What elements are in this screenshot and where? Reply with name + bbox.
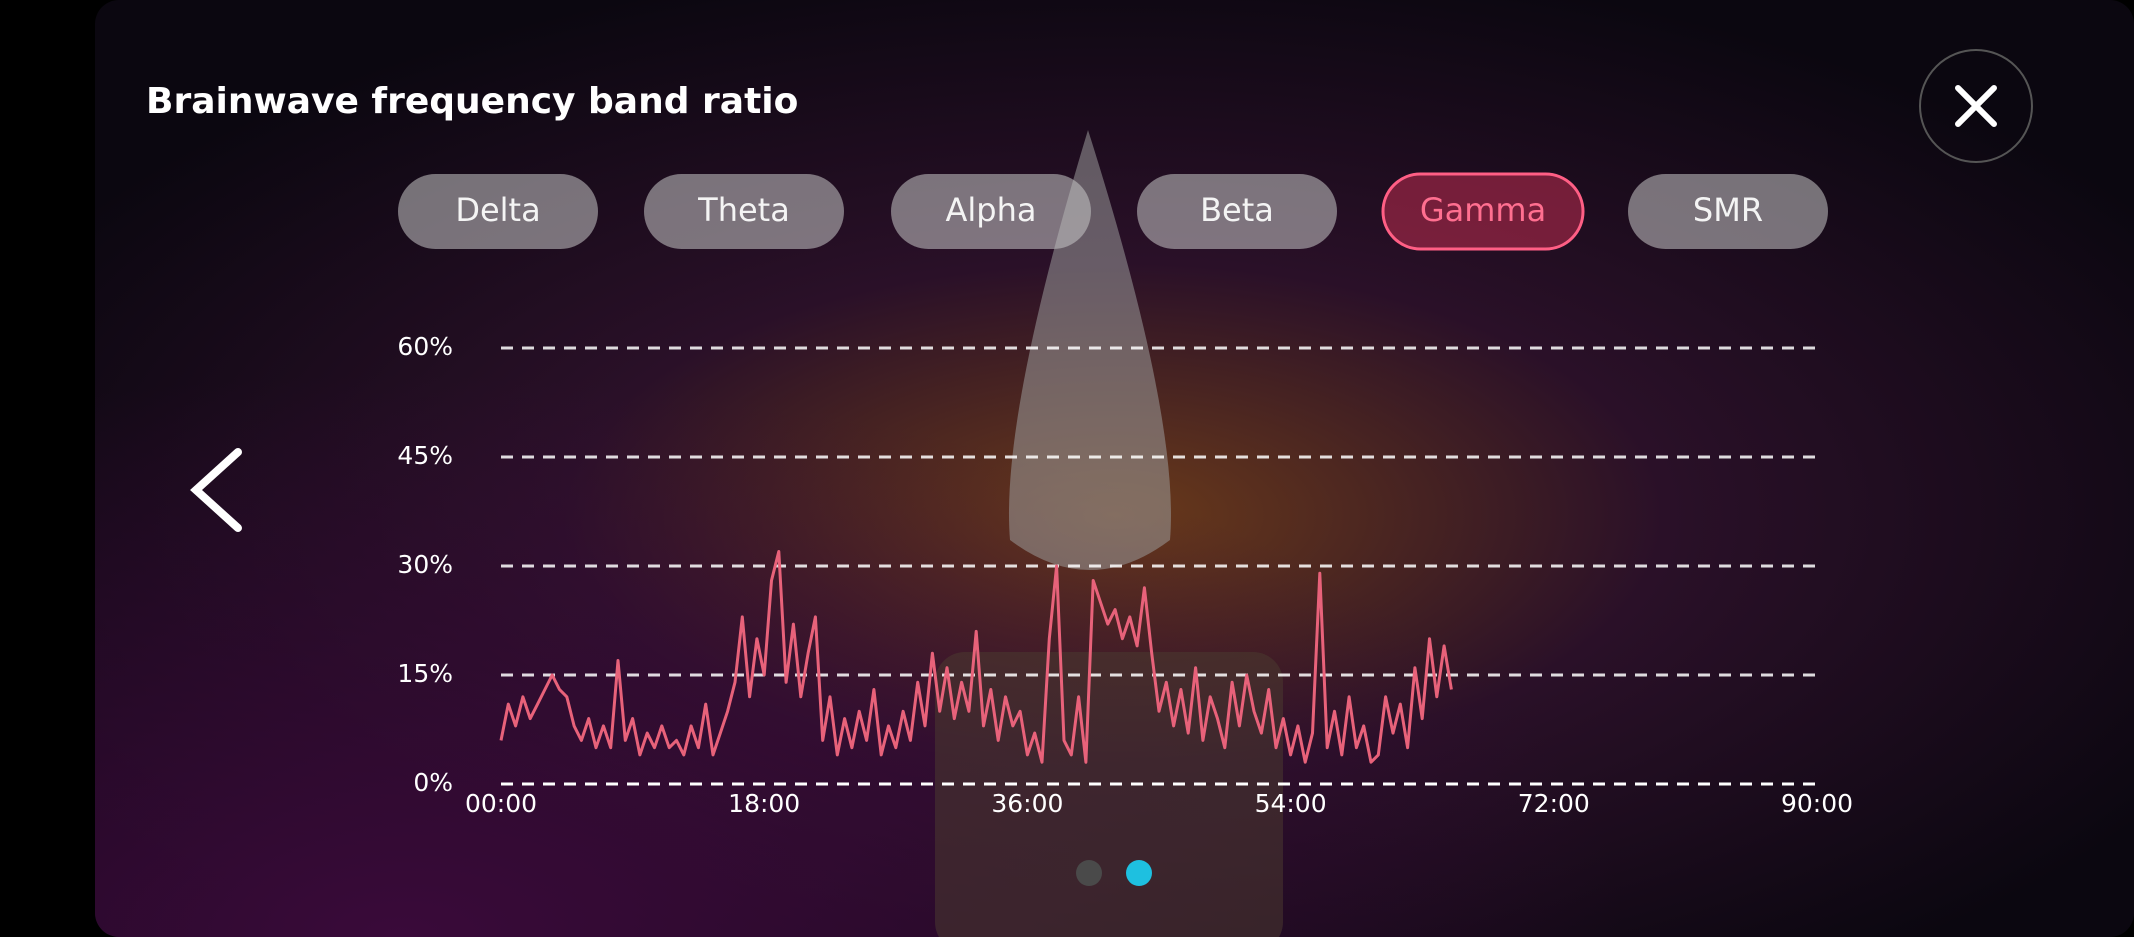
tab[interactable]: Delta <box>398 174 598 249</box>
x-tick-label: 72:00 <box>1518 789 1590 818</box>
y-tick-label: 45% <box>397 441 453 470</box>
close-icon <box>1955 85 1997 127</box>
tab-bar: Delta Theta Alpha Beta Gamma SMR <box>398 172 1828 251</box>
tab-label: Alpha <box>946 191 1037 229</box>
x-tick-label: 90:00 <box>1781 789 1853 818</box>
tab[interactable]: SMR <box>1628 174 1828 249</box>
chart: 0% 15% 30% 45% 60% 00:00 18:00 36:00 54:00 72:00 9… <box>397 332 1853 818</box>
tab-pill <box>1137 174 1337 249</box>
tab-pill <box>644 174 844 249</box>
pager-dot-active[interactable] <box>1126 860 1152 886</box>
pager-dot[interactable] <box>1076 860 1102 886</box>
tab-label: Delta <box>455 191 540 229</box>
close-button[interactable] <box>1919 49 2033 163</box>
flame-decor <box>1008 130 1171 570</box>
data-line <box>499 550 1453 764</box>
tab-label: Gamma <box>1420 191 1546 229</box>
tab-pill <box>398 174 598 249</box>
back-button[interactable] <box>190 448 242 532</box>
tab[interactable]: Alpha <box>891 174 1091 249</box>
tab-label: Theta <box>697 191 790 229</box>
tab-pill <box>1628 174 1828 249</box>
tab[interactable]: Gamma <box>1381 172 1585 251</box>
tab-pill <box>1381 172 1585 251</box>
x-tick-label: 00:00 <box>465 789 537 818</box>
y-tick-label: 30% <box>397 550 453 579</box>
page-title: Brainwave frequency band ratio <box>146 81 798 122</box>
tab-pill <box>891 174 1091 249</box>
tab-label: Beta <box>1200 191 1274 229</box>
y-tick-label: 15% <box>397 659 453 688</box>
y-tick-label: 60% <box>397 332 453 361</box>
x-tick-label: 54:00 <box>1255 789 1327 818</box>
x-tick-label: 18:00 <box>728 789 800 818</box>
close-ring <box>1919 49 2033 163</box>
tab[interactable]: Theta <box>644 174 844 249</box>
y-tick-label: 0% <box>413 768 453 797</box>
tab-label: SMR <box>1693 191 1763 229</box>
x-tick-label: 36:00 <box>991 789 1063 818</box>
tab[interactable]: Beta <box>1137 174 1337 249</box>
